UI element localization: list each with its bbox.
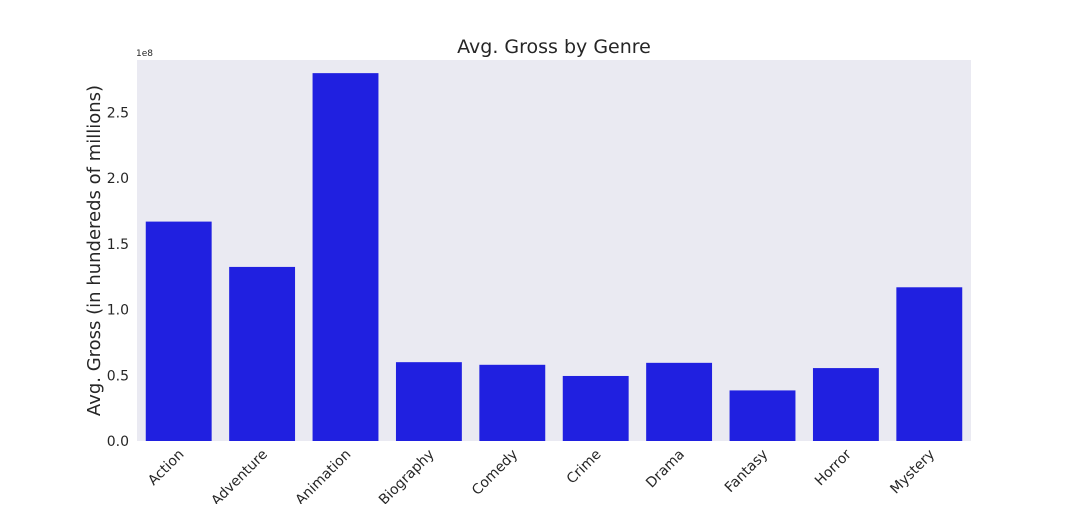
bar-crime: [562, 375, 629, 441]
y-tick-label: 0.0: [107, 434, 129, 450]
bar-comedy: [479, 364, 546, 441]
bar-drama: [646, 362, 713, 441]
x-tick-label: Animation: [293, 447, 355, 504]
bar-fantasy: [729, 390, 796, 441]
y-tick-label: 2.0: [107, 171, 129, 187]
x-tick-label: Drama: [643, 447, 688, 492]
bar-biography: [395, 362, 462, 441]
y-tick-label: 1.5: [107, 237, 129, 253]
bars-group: [145, 73, 963, 441]
x-axis: Action Adventure Animation Biography Comedy C…: [145, 446, 938, 509]
bar-adventure: [229, 266, 296, 441]
x-tick-label: Fantasy: [722, 447, 771, 496]
bar-horror: [812, 368, 879, 441]
chart-title: Avg. Gross by Genre: [457, 36, 651, 58]
x-tick-label: Crime: [564, 447, 605, 488]
y-offset-label: 1e8: [136, 49, 153, 59]
bar-animation: [312, 73, 379, 441]
y-tick-label: 1.0: [107, 303, 129, 319]
bar-mystery: [896, 287, 963, 441]
y-axis: 0.0 0.5 1.0 1.5 2.0 2.5: [107, 106, 129, 450]
y-axis-label: Avg. Gross (in hundereds of millions): [84, 85, 105, 416]
x-tick-label: Biography: [376, 447, 438, 504]
x-tick-label: Horror: [812, 446, 855, 489]
x-tick-label: Action: [145, 447, 187, 489]
x-tick-label: Mystery: [887, 447, 938, 498]
x-tick-label: Adventure: [208, 447, 271, 504]
x-tick-label: Comedy: [469, 447, 521, 499]
y-tick-label: 0.5: [107, 368, 129, 384]
y-tick-label: 2.5: [107, 106, 129, 122]
bar-action: [145, 221, 212, 441]
